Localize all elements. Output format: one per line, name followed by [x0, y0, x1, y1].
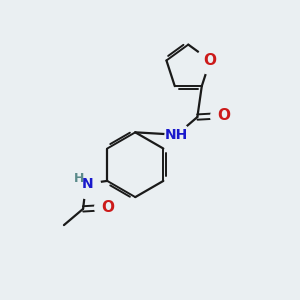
Text: O: O [102, 200, 115, 215]
Text: O: O [204, 53, 217, 68]
Text: N: N [82, 177, 93, 191]
Text: O: O [218, 108, 230, 123]
Text: NH: NH [165, 128, 188, 142]
Text: H: H [74, 172, 85, 185]
